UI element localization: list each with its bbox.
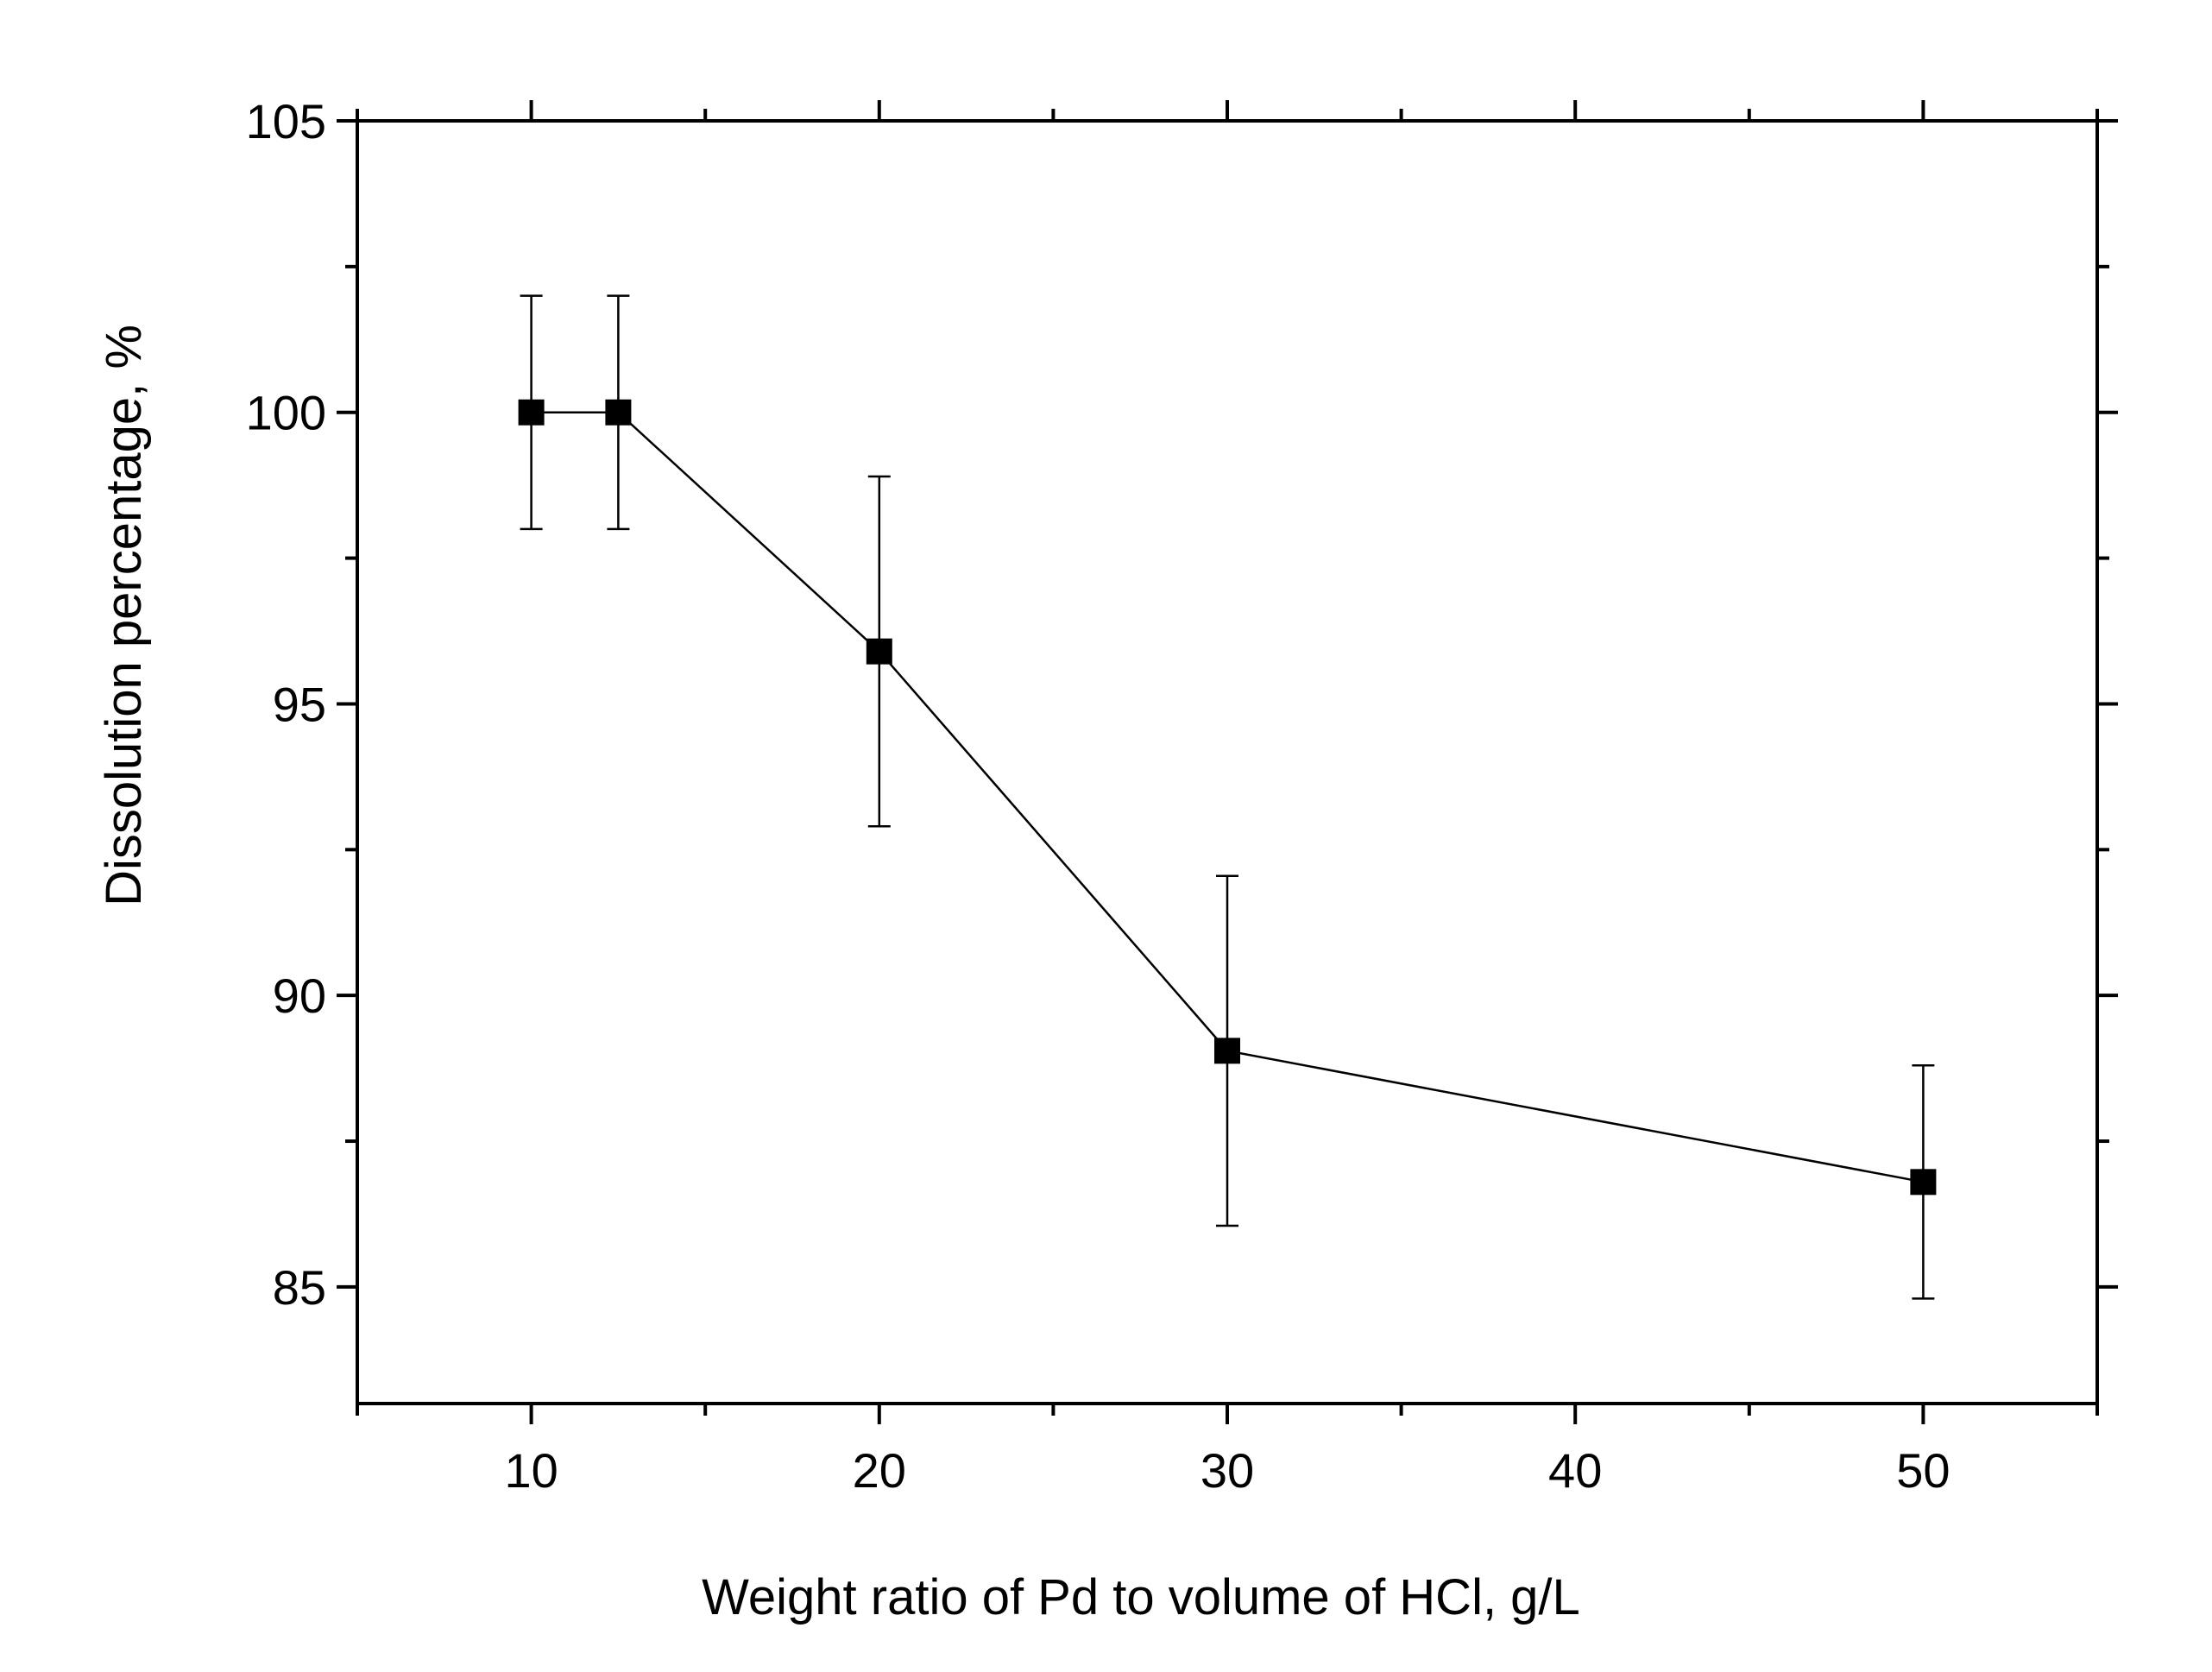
y-axis-title: Dissolution percentage, % [96, 325, 152, 906]
y-tick-label: 95 [273, 677, 326, 731]
data-point [1910, 1169, 1937, 1196]
x-tick-label: 20 [853, 1443, 906, 1498]
y-tick-label: 100 [246, 386, 326, 440]
y-tick-label: 105 [246, 94, 326, 148]
y-axis-ticks: 85 90 95 100 105 [246, 94, 2118, 1315]
data-point [518, 399, 545, 426]
x-tick-label: 40 [1548, 1443, 1602, 1498]
x-axis-ticks: 10 20 30 40 50 [356, 100, 2099, 1498]
y-tick-label: 90 [273, 968, 326, 1023]
data-series [518, 294, 1937, 1300]
data-point [1214, 1038, 1240, 1064]
x-tick-label: 50 [1896, 1443, 1950, 1498]
data-point [605, 399, 632, 426]
x-tick-label: 30 [1201, 1443, 1254, 1498]
y-tick-label: 85 [273, 1260, 326, 1315]
x-axis-title: Weight ratio of Pd to volume of HCl, g/L [702, 1569, 1580, 1625]
data-point [866, 638, 892, 665]
x-tick-label: 10 [504, 1443, 558, 1498]
